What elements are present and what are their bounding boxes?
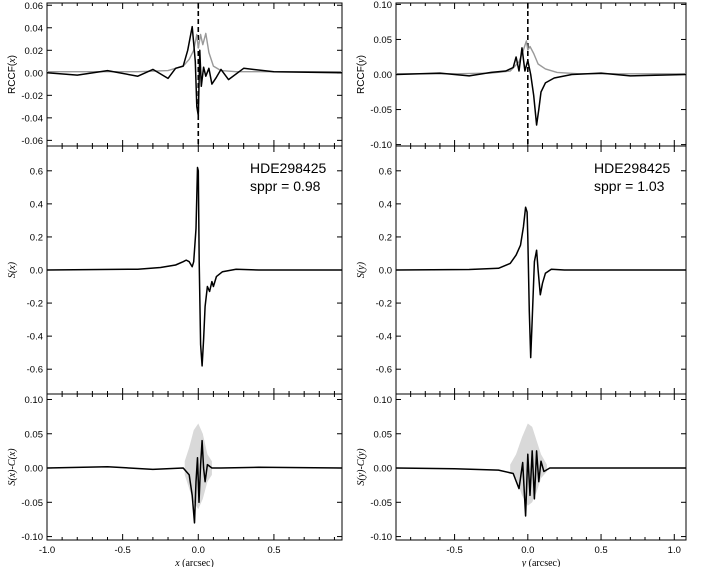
y-tick-label: -0.10 bbox=[370, 140, 392, 151]
y-tick-label: 0.05 bbox=[374, 429, 393, 440]
y-axis-label: S(y)-C(y) bbox=[356, 448, 367, 486]
y-tick-label: -0.05 bbox=[370, 105, 392, 116]
x-axis-label: x (arcsec) bbox=[174, 558, 214, 567]
y-tick-label: -0.05 bbox=[370, 498, 392, 509]
x-tick-label: -0.5 bbox=[446, 545, 462, 556]
x-tick-label: 1.0 bbox=[668, 545, 681, 556]
x-tick-label: -0.5 bbox=[114, 545, 130, 556]
plot-frame bbox=[46, 393, 343, 541]
y-tick-label: 0.06 bbox=[25, 1, 44, 12]
panel-right-mid: 0.6 0.4 0.2 0.0 -0.2 -0.4 -0.6 S(y) HDE298425 spp… bbox=[356, 145, 687, 395]
y-tick-label: -0.6 bbox=[27, 365, 43, 376]
y-tick-label: 0.2 bbox=[379, 232, 392, 243]
y-tick-label: -0.2 bbox=[376, 299, 392, 310]
x-tick-label: 0.0 bbox=[192, 545, 205, 556]
series-line-0 bbox=[46, 439, 343, 524]
sppr-label: sppr = 1.03 bbox=[594, 178, 665, 194]
y-tick-label: -0.10 bbox=[370, 532, 392, 543]
y-axis-label: S(x) bbox=[7, 261, 18, 278]
y-tick-label: 0.00 bbox=[374, 464, 393, 475]
y-tick-label: -0.2 bbox=[27, 299, 43, 310]
y-tick-label: 0.00 bbox=[374, 70, 393, 81]
x-tick-label: -1.0 bbox=[39, 545, 55, 556]
y-tick-label: 0.0 bbox=[379, 266, 392, 277]
y-tick-label: -0.10 bbox=[21, 532, 43, 543]
y-tick-label: 0.00 bbox=[25, 68, 44, 79]
star-name-label: HDE298425 bbox=[250, 160, 326, 176]
x-tick-label: 0.5 bbox=[267, 545, 280, 556]
y-tick-label: 0.02 bbox=[25, 46, 44, 57]
series-line-0 bbox=[46, 166, 342, 367]
y-tick-label: 0.05 bbox=[25, 429, 44, 440]
series-line-0 bbox=[395, 206, 686, 359]
y-tick-label: 0.6 bbox=[379, 166, 392, 177]
panel-left-top: 0.06 0.04 0.02 0.00 -0.02 -0.04 -0.06 RCCF(x) bbox=[7, 1, 343, 147]
y-tick-label: -0.04 bbox=[21, 113, 43, 124]
y-tick-label: -0.6 bbox=[376, 365, 392, 376]
panel-right-bot: 0.10 0.05 0.00 -0.05 -0.10 -0.5 0.0 0.5 1.0 y (ar… bbox=[356, 393, 687, 567]
y-axis-label: RCCF(x) bbox=[7, 55, 18, 94]
y-tick-label: 0.04 bbox=[25, 23, 44, 34]
plot-frame bbox=[395, 393, 687, 541]
panel-left-bot: 0.10 0.05 0.00 -0.05 -0.10 -1.0 -0.5 0.0 0.5 x (a… bbox=[7, 393, 343, 567]
y-tick-label: 0.00 bbox=[25, 464, 44, 475]
x-axis-label: y (arcsec) bbox=[521, 558, 561, 567]
y-tick-label: -0.06 bbox=[21, 136, 43, 147]
y-tick-label: -0.02 bbox=[21, 91, 43, 102]
y-tick-label: 0.6 bbox=[30, 166, 43, 177]
y-axis-label: S(y) bbox=[356, 261, 367, 278]
series-line-0 bbox=[396, 40, 686, 75]
y-tick-label: 0.10 bbox=[374, 395, 393, 406]
sppr-label: sppr = 0.98 bbox=[250, 178, 321, 194]
x-tick-label: 0.0 bbox=[521, 545, 534, 556]
panel-right-top: 0.10 0.05 0.00 -0.05 -0.10 RCCF(y) bbox=[356, 0, 687, 151]
y-tick-label: -0.4 bbox=[376, 332, 392, 343]
y-tick-label: -0.05 bbox=[21, 498, 43, 509]
y-tick-label: 0.10 bbox=[25, 395, 44, 406]
series-line-1 bbox=[395, 47, 687, 126]
y-tick-label: 0.10 bbox=[374, 0, 393, 11]
star-name-label: HDE298425 bbox=[594, 160, 670, 176]
y-tick-label: 0.4 bbox=[379, 199, 392, 210]
y-axis-label: RCCF(y) bbox=[356, 55, 367, 94]
panel-left-mid: 0.6 0.4 0.2 0.0 -0.2 -0.4 -0.6 S(x) HDE298425 spp… bbox=[7, 145, 343, 395]
series-line-1 bbox=[46, 25, 343, 117]
y-tick-label: -0.4 bbox=[27, 332, 43, 343]
y-axis-label: S(x)-C(x) bbox=[7, 448, 18, 486]
y-tick-label: 0.0 bbox=[30, 266, 43, 277]
x-tick-label: 0.5 bbox=[594, 545, 607, 556]
plot-frame bbox=[46, 2, 343, 147]
y-tick-label: 0.4 bbox=[30, 199, 43, 210]
y-tick-label: 0.2 bbox=[30, 232, 43, 243]
series-line-0 bbox=[395, 450, 686, 517]
y-tick-label: 0.05 bbox=[374, 35, 393, 46]
